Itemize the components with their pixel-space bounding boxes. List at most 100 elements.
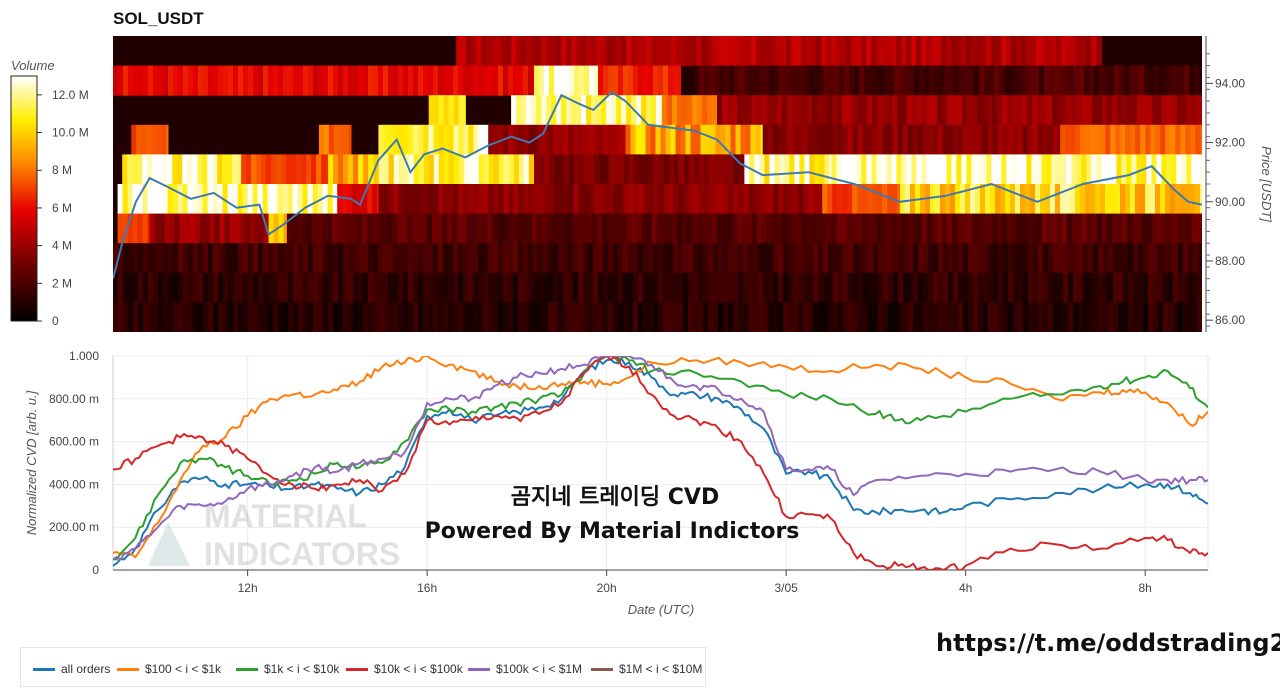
heatmap-cell	[521, 36, 527, 67]
heatmap-cell	[917, 95, 923, 126]
heatmap-cell	[1071, 36, 1077, 67]
legend-item[interactable]: $100 < i < $1k	[117, 662, 221, 676]
heatmap-cell	[253, 243, 259, 274]
heatmap-cell	[127, 184, 134, 215]
heatmap-cell	[583, 272, 589, 303]
heatmap-cell	[569, 65, 575, 96]
heatmap-cell	[223, 243, 229, 274]
heatmap-cell	[823, 272, 829, 303]
heatmap-cell	[926, 154, 932, 185]
overlay-subtitle: Powered By Material Indictors	[425, 519, 800, 544]
heatmap-cell	[476, 213, 483, 244]
heatmap-cell	[1166, 213, 1173, 244]
heatmap-cell	[1143, 272, 1149, 303]
heatmap-cell	[886, 154, 892, 185]
heatmap-cell	[553, 302, 559, 332]
heatmap-cell	[896, 36, 902, 67]
heatmap-cell	[573, 124, 579, 155]
heatmap-cell	[332, 184, 338, 215]
telegram-link[interactable]: https://t.me/oddstrading2	[936, 629, 1280, 657]
heatmap-cell	[716, 36, 722, 67]
heatmap-cell	[187, 154, 193, 185]
heatmap-cell	[458, 65, 464, 96]
heatmap-cell	[688, 302, 694, 332]
heatmap-cell	[823, 243, 829, 274]
heatmap-cell	[132, 213, 139, 244]
heatmap-cell	[246, 154, 252, 185]
heatmap-cell	[523, 154, 530, 185]
legend-item[interactable]: $1M < i < $10M	[591, 662, 702, 676]
heatmap-cell	[670, 124, 677, 155]
heatmap-cell	[1187, 95, 1193, 126]
heatmap-cell	[998, 243, 1004, 274]
heatmap-cell	[851, 213, 858, 244]
heatmap-cell	[398, 272, 404, 303]
heatmap-cell	[723, 184, 729, 215]
heatmap-cell	[1118, 272, 1124, 303]
heatmap-cell	[328, 302, 334, 332]
legend-item[interactable]: $1k < i < $10k	[236, 662, 339, 676]
heatmap-cell	[991, 213, 998, 244]
heatmap-cell	[338, 154, 344, 185]
heatmap-cell	[1056, 213, 1063, 244]
heatmap-cell	[1103, 272, 1109, 303]
heatmap-cell	[638, 184, 644, 215]
heatmap-cell	[561, 213, 568, 244]
heatmap-cell	[724, 154, 730, 185]
heatmap-cell	[184, 213, 191, 244]
legend-item[interactable]: $10k < i < $100k	[346, 662, 463, 676]
heatmap-cell	[828, 302, 834, 332]
heatmap-cell	[807, 124, 814, 155]
heatmap-cell	[793, 302, 799, 332]
heatmap-cell	[1197, 95, 1202, 126]
heatmap-cell	[308, 272, 314, 303]
heatmap-cell	[862, 95, 868, 126]
heatmap-cell	[838, 243, 844, 274]
heatmap-cell	[1023, 272, 1029, 303]
heatmap-cell	[994, 65, 1000, 96]
heatmap-cell	[493, 302, 499, 332]
heatmap-cell	[788, 272, 794, 303]
heatmap-cell	[906, 213, 913, 244]
heatmap-cell	[358, 272, 364, 303]
heatmap-cell	[308, 302, 314, 332]
heatmap-cell	[899, 65, 905, 96]
heatmap-cell	[946, 154, 952, 185]
heatmap-cell	[633, 272, 639, 303]
heatmap-cell	[723, 243, 729, 274]
heatmap-cell	[446, 213, 453, 244]
heatmap-cell	[1012, 95, 1018, 126]
heatmap-cell	[508, 124, 514, 155]
heatmap-cell	[996, 36, 1002, 67]
heatmap-cell	[583, 124, 589, 155]
heatmap-cell	[910, 184, 916, 215]
heatmap-cell	[538, 302, 544, 332]
heatmap-cell	[933, 302, 939, 332]
heatmap-cell	[403, 184, 409, 215]
heatmap-cell	[992, 124, 999, 155]
heatmap-cell	[328, 124, 335, 155]
heatmap-cell	[453, 302, 459, 332]
heatmap-cell	[543, 124, 549, 155]
heatmap-cell	[122, 213, 129, 244]
heatmap-cell	[1130, 124, 1136, 155]
heatmap-cell	[873, 243, 879, 274]
heatmap-cell	[1123, 243, 1129, 274]
heatmap-cell	[138, 65, 144, 96]
heatmap-cell	[666, 213, 673, 244]
heatmap-cell	[127, 213, 134, 244]
heatmap-cell	[998, 302, 1004, 332]
heatmap-cell	[1054, 65, 1060, 96]
heatmap-cell	[761, 36, 767, 67]
legend-item[interactable]: $100k < i < $1M	[468, 662, 582, 676]
legend-item[interactable]: all orders	[33, 662, 110, 676]
heatmap-cell	[463, 154, 470, 185]
heatmap-cell	[984, 65, 990, 96]
heatmap-cell	[1048, 243, 1054, 274]
heatmap-cell	[649, 154, 655, 185]
heatmap-cell	[1075, 184, 1081, 215]
heatmap-cell	[511, 36, 517, 67]
heatmap-cell	[1081, 154, 1087, 185]
heatmap-cell	[298, 272, 304, 303]
heatmap-cell	[804, 154, 810, 185]
